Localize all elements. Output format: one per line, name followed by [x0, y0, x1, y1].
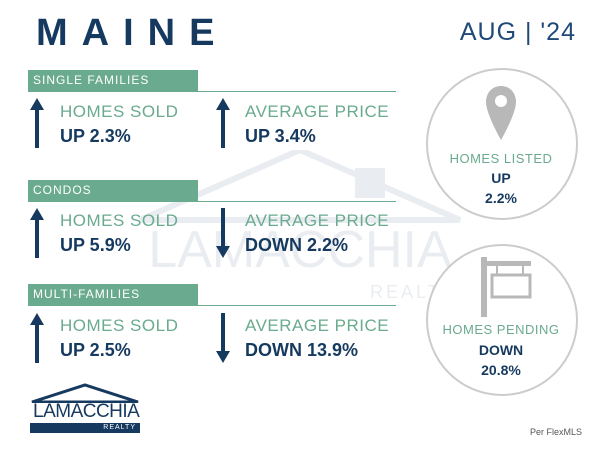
- section-divider: [28, 201, 396, 202]
- homes-sold-value: UP 2.3%: [60, 126, 131, 146]
- up-arrow-icon: [30, 208, 44, 258]
- watermark-name: LAMACCHIA: [148, 221, 452, 279]
- map-pin-icon: [486, 86, 516, 140]
- homes-pending-label: HOMES PENDING: [442, 322, 560, 337]
- section-divider: [28, 91, 396, 92]
- homes-sold-value: UP 5.9%: [60, 235, 131, 255]
- section-band-single-families: SINGLE FAMILIES: [28, 70, 198, 91]
- watermark: LAMACCHIA REALTY: [120, 146, 480, 320]
- report-date: AUG | '24: [459, 18, 576, 46]
- section-band-multi-families: MULTI-FAMILIES: [28, 284, 198, 305]
- logo-bar: [30, 423, 140, 433]
- homes-sold-label: HOMES SOLD: [60, 211, 179, 230]
- logo-sub: REALTY: [103, 424, 136, 431]
- average-price-label: AVERAGE PRICE: [245, 102, 390, 121]
- company-logo: LAMACCHIA REALTY: [30, 383, 140, 438]
- homes-sold-value: UP 2.5%: [60, 340, 131, 360]
- homes-pending-value: 20.8%: [481, 362, 521, 378]
- average-price-label: AVERAGE PRICE: [245, 211, 390, 230]
- up-arrow-icon: [30, 98, 44, 148]
- down-arrow-icon: [216, 313, 230, 363]
- average-price-value: DOWN 13.9%: [245, 340, 359, 360]
- homes-sold-label: HOMES SOLD: [60, 102, 179, 121]
- homes-listed-value: 2.2%: [485, 190, 517, 206]
- logo-name: LAMACCHIA: [33, 401, 140, 422]
- up-arrow-icon: [30, 313, 44, 363]
- homes-listed-label: HOMES LISTED: [449, 151, 553, 166]
- sale-sign-icon: [481, 257, 532, 317]
- average-price-value: UP 3.4%: [245, 126, 316, 146]
- logo-roof-icon: [31, 383, 139, 403]
- down-arrow-icon: [216, 208, 230, 258]
- source-note: Per FlexMLS: [530, 427, 583, 437]
- average-price-value: DOWN 2.2%: [245, 235, 349, 255]
- watermark-house-icon: [138, 146, 462, 223]
- up-arrow-icon: [216, 98, 230, 148]
- homes-listed-direction: UP: [491, 170, 511, 186]
- section-divider: [28, 305, 396, 306]
- page-title: MAINE: [36, 12, 229, 54]
- section-band-condos: CONDOS: [28, 180, 198, 201]
- homes-pending-direction: DOWN: [478, 342, 524, 358]
- average-price-label: AVERAGE PRICE: [245, 316, 390, 335]
- homes-pending-circle: [426, 244, 578, 396]
- homes-sold-label: HOMES SOLD: [60, 316, 179, 335]
